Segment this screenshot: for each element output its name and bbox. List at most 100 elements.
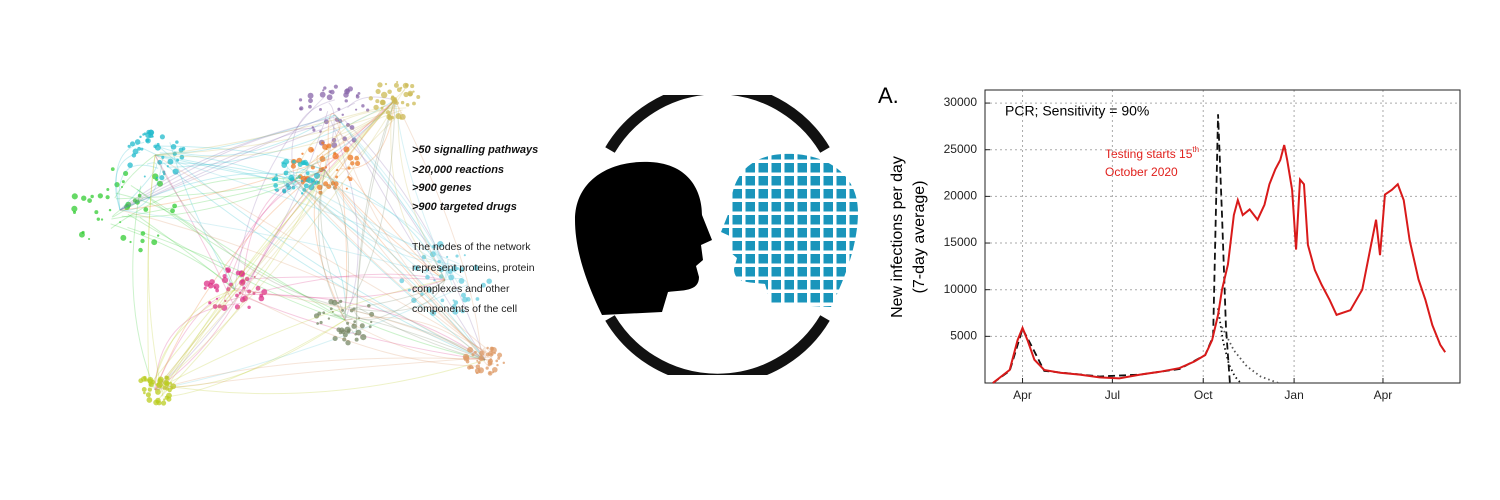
series-line [1221, 326, 1279, 384]
network-node [497, 356, 501, 360]
network-node [349, 125, 355, 130]
network-node [151, 135, 154, 138]
y-tick-label: 30000 [944, 95, 978, 109]
network-node [311, 126, 314, 129]
network-node [480, 282, 486, 288]
network-node [172, 203, 178, 209]
network-edge [298, 167, 446, 281]
network-node [156, 234, 160, 237]
network-node [87, 198, 92, 203]
network-node [475, 297, 480, 301]
network-node [348, 177, 353, 182]
network-edge [294, 179, 464, 279]
network-edge [294, 179, 487, 358]
x-tick-label: Apr [1013, 388, 1032, 402]
network-node [301, 152, 304, 155]
network-node [437, 241, 444, 248]
network-node [283, 158, 290, 165]
network-node [437, 259, 441, 264]
network-node [327, 317, 331, 320]
network-edge [244, 99, 396, 294]
network-node [132, 148, 139, 155]
network-node [147, 387, 152, 392]
network-node [359, 323, 365, 329]
network-node [351, 137, 357, 143]
network-node [475, 364, 481, 369]
network-node [229, 282, 234, 287]
network-node [155, 176, 159, 179]
network-edge [334, 114, 446, 268]
network-edge [316, 114, 341, 158]
network-node [312, 128, 316, 132]
network-node [123, 170, 129, 177]
network-node [319, 107, 322, 111]
network-edge [154, 154, 460, 265]
network-node [458, 278, 465, 284]
network-node [463, 355, 470, 362]
network-node [225, 267, 228, 270]
network-node [471, 353, 475, 357]
network-edge [154, 103, 386, 391]
network-node [127, 162, 133, 168]
network-node [137, 146, 141, 151]
network-edge [119, 155, 338, 211]
network-node [420, 292, 424, 297]
network-node [329, 89, 335, 95]
logo-ring-top [605, 95, 830, 153]
testing-note-text: Testing starts 15 [1105, 147, 1193, 161]
network-edge [310, 99, 396, 164]
network-node [322, 311, 326, 315]
network-node [306, 177, 313, 184]
network-node [479, 350, 485, 356]
network-node [291, 185, 296, 190]
network-node [318, 190, 323, 195]
network-edge [127, 226, 346, 321]
network-edge [163, 319, 346, 388]
network-node [275, 178, 278, 182]
network-edge [154, 154, 343, 308]
network-node [209, 279, 215, 285]
network-node [164, 375, 170, 381]
network-node [426, 287, 432, 293]
network-edge [285, 161, 326, 173]
network-node [330, 181, 336, 186]
network-node [313, 172, 321, 179]
network-node [345, 340, 351, 346]
network-node [460, 292, 467, 298]
network-edge [116, 169, 326, 200]
network-node [463, 254, 466, 257]
network-node [167, 388, 172, 393]
network-edge [155, 289, 236, 395]
network-node [485, 352, 490, 357]
network-node [170, 383, 177, 390]
network-edge [294, 111, 387, 181]
network-node [213, 286, 217, 289]
network-node [273, 183, 279, 188]
network-node [253, 275, 256, 278]
network-node [462, 296, 468, 303]
network-edge [283, 173, 486, 361]
network-edge [154, 356, 493, 391]
network-edge [347, 96, 396, 109]
network-node [170, 208, 175, 214]
network-edge [286, 191, 346, 321]
network-node [308, 104, 312, 109]
network-node [412, 90, 415, 93]
network-node [143, 132, 147, 136]
network-node [94, 210, 99, 215]
network-edge [324, 169, 467, 268]
network-node [162, 385, 167, 390]
network-node [333, 84, 338, 89]
network-node [317, 180, 321, 184]
series-line [992, 144, 1447, 384]
network-edge [119, 120, 345, 211]
y-tick-label: 15000 [944, 235, 978, 249]
network-node [308, 98, 313, 104]
network-node [150, 379, 156, 385]
network-node [354, 155, 360, 161]
network-edge [160, 99, 396, 397]
network-edge [333, 314, 486, 361]
network-edge [397, 106, 446, 281]
network-edge [342, 99, 396, 316]
network-edge [359, 307, 486, 361]
